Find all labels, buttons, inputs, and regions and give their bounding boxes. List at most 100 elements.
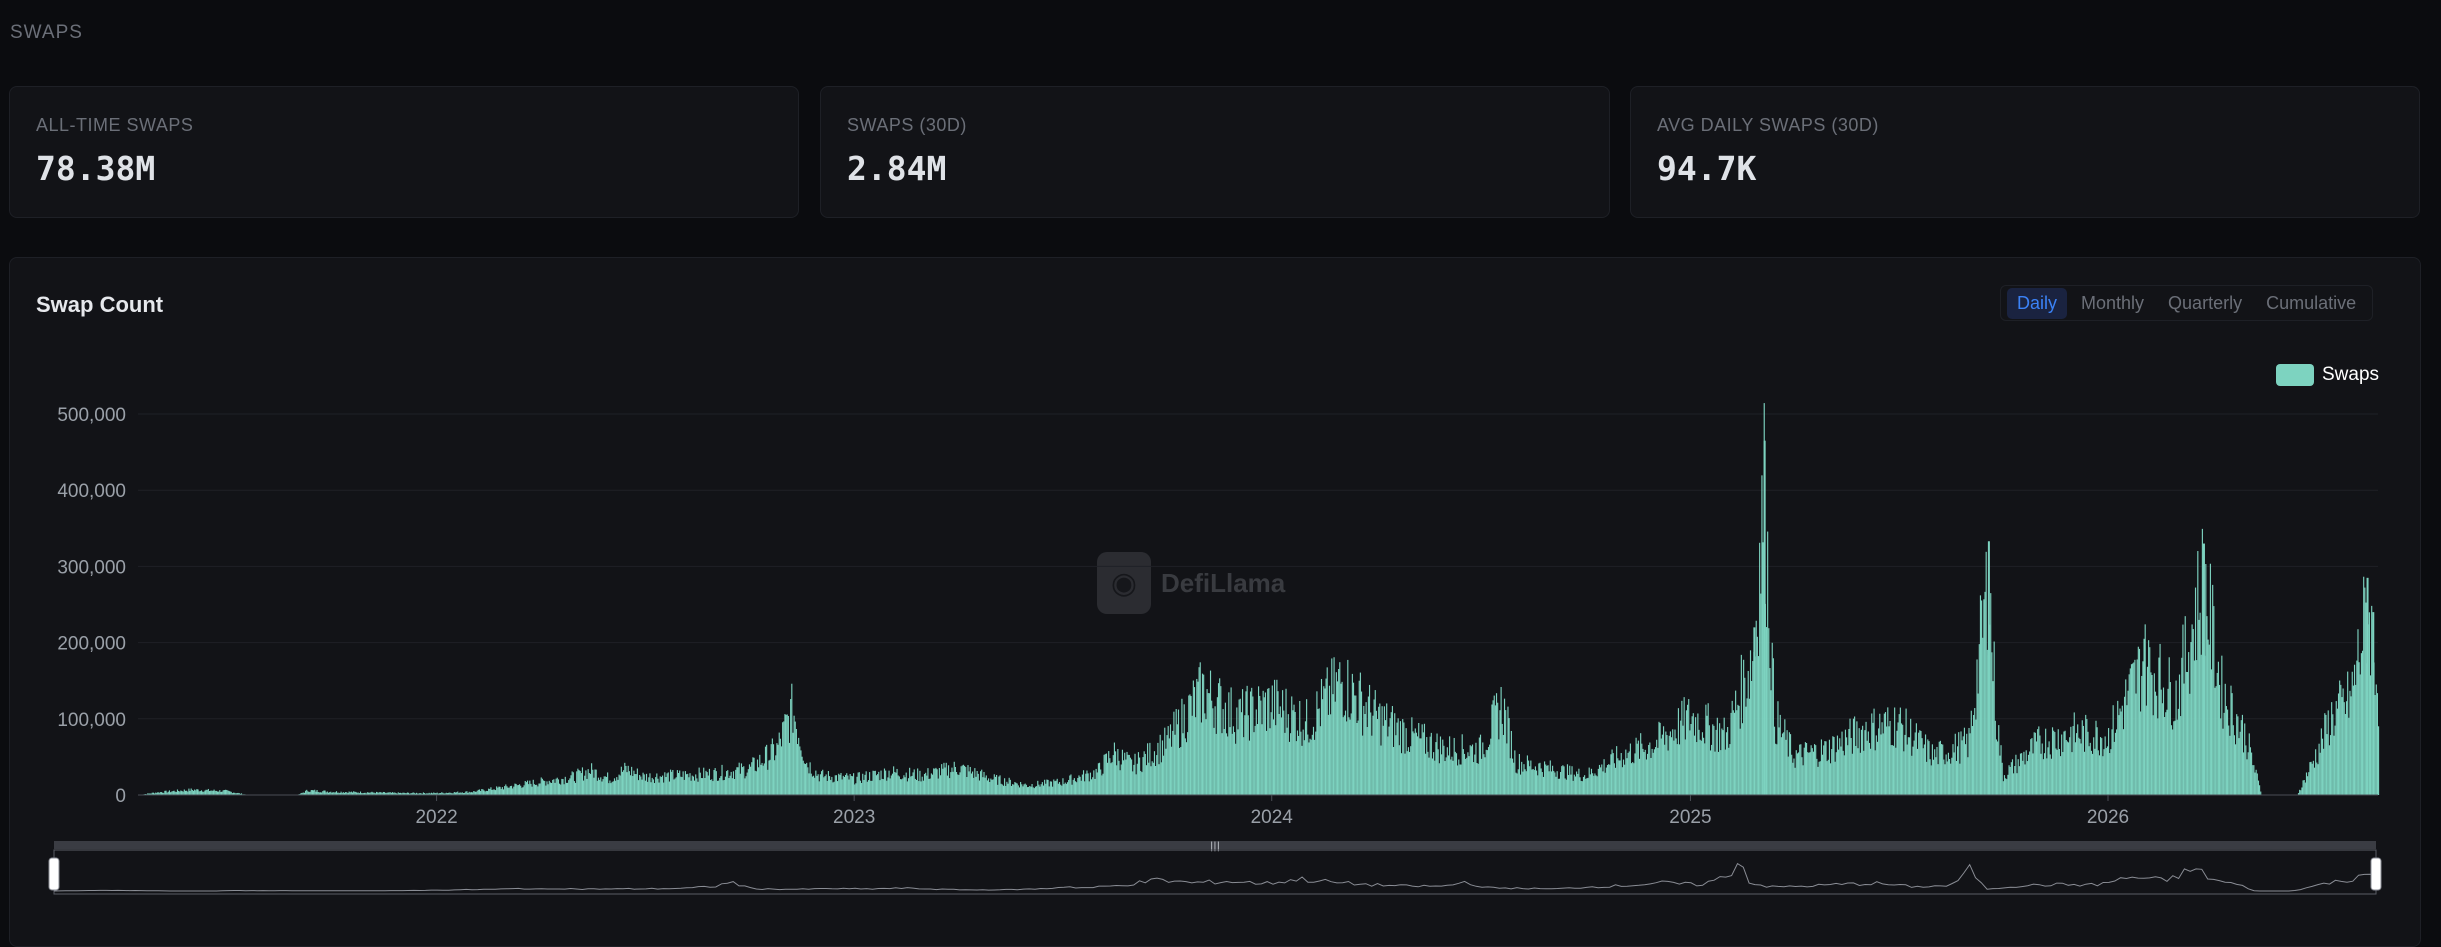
data-bar [699, 768, 700, 795]
data-bar [1422, 724, 1423, 795]
data-bar [2000, 745, 2001, 795]
data-bar [866, 771, 867, 795]
data-bar [1602, 771, 1603, 795]
data-bar [536, 785, 537, 795]
data-bar [1188, 695, 1189, 795]
data-bar [712, 781, 713, 795]
data-bar [1259, 696, 1260, 795]
data-bar [477, 791, 478, 795]
data-bar [2312, 764, 2313, 795]
data-bar [495, 790, 496, 795]
data-bar [1506, 743, 1507, 795]
data-bar [775, 755, 776, 795]
data-bar [1536, 771, 1537, 795]
data-bar [1164, 728, 1165, 795]
data-bar [596, 770, 597, 795]
data-bar [2094, 749, 2095, 795]
data-bar [949, 778, 950, 795]
x-tick-label: 2026 [2087, 807, 2129, 828]
data-bar [1324, 688, 1325, 795]
data-bar [1680, 721, 1681, 795]
data-bar [1433, 752, 1434, 795]
data-bar [548, 784, 549, 795]
data-bar [1391, 712, 1392, 795]
data-bar [1553, 771, 1554, 795]
data-bar [2313, 761, 2314, 795]
data-bar [522, 787, 523, 795]
data-bar [2236, 714, 2237, 795]
data-bar [1798, 752, 1799, 795]
data-bar [1241, 712, 1242, 795]
data-bar [917, 768, 918, 795]
data-bar [660, 776, 661, 795]
data-bar [1868, 731, 1869, 795]
data-bar [1647, 754, 1648, 795]
data-bar [1600, 767, 1601, 795]
data-bar [675, 778, 676, 795]
data-bar [2008, 765, 2009, 795]
data-bar [874, 771, 875, 795]
data-bar [1465, 759, 1466, 795]
data-bar [2354, 665, 2355, 795]
data-bar [1833, 737, 1834, 795]
data-bar [314, 790, 315, 795]
data-bar [591, 763, 592, 795]
data-bar [486, 791, 487, 795]
data-bar [1807, 752, 1808, 795]
data-bar [950, 772, 951, 795]
data-bar [971, 774, 972, 795]
data-bar [796, 729, 797, 795]
data-bar [1829, 740, 1830, 795]
data-bar [212, 791, 213, 795]
data-bar [821, 771, 822, 795]
data-bar [1261, 724, 1262, 795]
data-bar [1017, 784, 1018, 795]
data-bar [882, 779, 883, 795]
slider-handle-left[interactable] [49, 858, 59, 890]
data-bar [940, 775, 941, 795]
data-bar [843, 776, 844, 795]
data-bar [1145, 754, 1146, 795]
data-bar [901, 779, 902, 795]
data-bar [2209, 645, 2210, 795]
data-bar [986, 775, 987, 795]
data-bar [1448, 755, 1449, 795]
data-bar [1884, 714, 1885, 795]
data-bar [2046, 758, 2047, 795]
data-bar [780, 739, 781, 795]
slider-handle-right[interactable] [2371, 858, 2381, 890]
data-bar [1730, 713, 1731, 795]
data-bar [1504, 699, 1505, 795]
data-bar [2050, 754, 2051, 795]
data-bar [854, 784, 855, 795]
data-bar [879, 780, 880, 795]
data-bar [1644, 752, 1645, 795]
data-bar [1494, 696, 1495, 795]
data-bar [802, 757, 803, 795]
data-bar [1722, 730, 1723, 795]
data-bar [1745, 707, 1746, 795]
data-bar [1584, 775, 1585, 795]
data-bar [1852, 754, 1853, 795]
data-bar [1813, 752, 1814, 795]
data-bar [2127, 691, 2128, 795]
data-bar [1458, 759, 1459, 795]
data-bar [1449, 736, 1450, 795]
data-bar [2007, 775, 2008, 795]
data-bar [193, 791, 194, 795]
data-bar [1568, 775, 1569, 795]
data-bar [1131, 759, 1132, 795]
data-bar [827, 781, 828, 795]
data-bar [1623, 760, 1624, 795]
data-bar [2018, 759, 2019, 795]
data-bar [1319, 708, 1320, 795]
data-bar [2107, 746, 2108, 795]
data-bar [808, 773, 809, 795]
data-bar [1074, 778, 1075, 795]
data-bar [1249, 741, 1250, 795]
data-bar [164, 791, 165, 795]
data-bar [2177, 720, 2178, 795]
data-bar [1451, 757, 1452, 795]
data-bar [2351, 696, 2352, 795]
data-bar [2121, 712, 2122, 795]
